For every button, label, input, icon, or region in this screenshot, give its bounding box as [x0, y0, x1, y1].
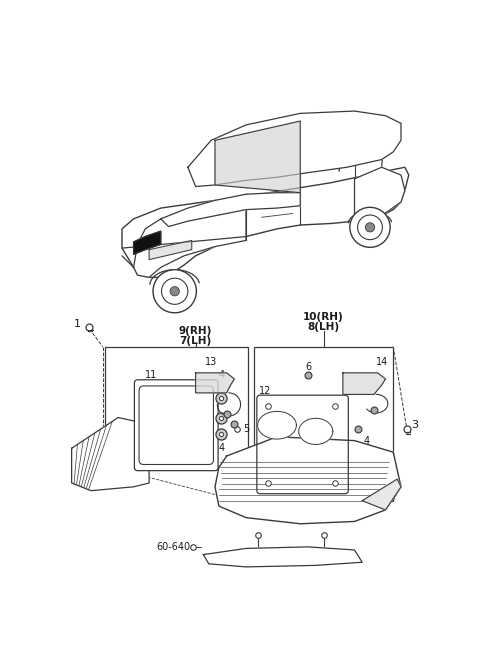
Text: 4: 4: [218, 443, 224, 453]
Text: 10(RH): 10(RH): [303, 312, 344, 322]
Text: 8(LH): 8(LH): [307, 323, 339, 333]
Polygon shape: [258, 411, 296, 439]
Text: 5: 5: [243, 424, 249, 434]
Text: 11: 11: [145, 370, 157, 380]
Text: 12: 12: [259, 386, 272, 396]
Polygon shape: [161, 193, 300, 226]
Text: 60-640: 60-640: [156, 542, 190, 552]
Polygon shape: [133, 231, 161, 255]
Polygon shape: [149, 240, 192, 260]
Circle shape: [170, 287, 180, 296]
Text: 14: 14: [375, 357, 388, 367]
Text: 1: 1: [73, 319, 81, 329]
Bar: [105, 346, 248, 466]
Polygon shape: [215, 121, 300, 193]
Polygon shape: [355, 167, 405, 221]
Polygon shape: [343, 373, 385, 394]
Polygon shape: [204, 547, 362, 567]
Text: 13: 13: [205, 357, 217, 367]
FancyBboxPatch shape: [257, 395, 348, 494]
Polygon shape: [215, 437, 401, 523]
Text: 6: 6: [305, 363, 311, 373]
Polygon shape: [299, 419, 333, 445]
Text: 3: 3: [411, 420, 419, 430]
Circle shape: [350, 207, 390, 247]
Bar: [254, 346, 393, 501]
FancyBboxPatch shape: [134, 380, 218, 470]
Text: 4: 4: [218, 370, 224, 380]
Polygon shape: [133, 200, 246, 277]
Circle shape: [153, 270, 196, 313]
Polygon shape: [72, 417, 149, 491]
Polygon shape: [122, 167, 409, 277]
Polygon shape: [188, 111, 401, 186]
FancyBboxPatch shape: [139, 386, 214, 464]
Polygon shape: [362, 479, 401, 510]
Text: 7(LH): 7(LH): [180, 337, 212, 346]
Text: 4: 4: [363, 436, 369, 445]
Circle shape: [365, 222, 375, 232]
Text: 9(RH): 9(RH): [179, 326, 212, 337]
Polygon shape: [196, 373, 234, 393]
